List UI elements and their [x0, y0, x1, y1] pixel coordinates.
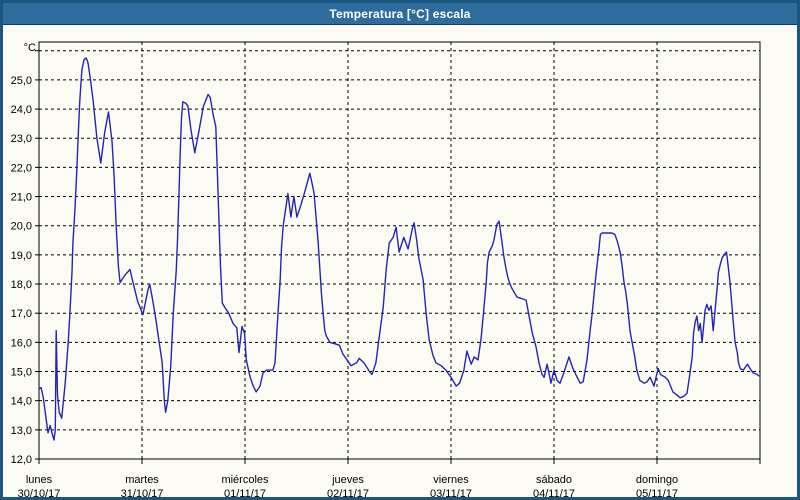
y-tick-label: 12,0	[11, 454, 32, 466]
day-date-label: 01/11/17	[224, 488, 266, 497]
window-title-bar: Temperatura [°C] escala	[3, 3, 797, 25]
day-date-label: 04/11/17	[533, 488, 575, 497]
y-tick-label: 23,0	[11, 133, 32, 145]
day-name-label: martes	[125, 474, 159, 486]
day-name-label: lunes	[26, 474, 53, 486]
day-date-label: 05/11/17	[636, 488, 678, 497]
day-date-label: 31/10/17	[121, 488, 164, 497]
y-tick-label: 14,0	[11, 396, 32, 408]
y-unit-label: °C	[24, 42, 36, 54]
y-tick-label: 25,0	[11, 75, 32, 87]
day-name-label: jueves	[331, 474, 364, 486]
window-title: Temperatura [°C] escala	[329, 6, 471, 21]
series-temperatura	[38, 57, 760, 441]
day-name-label: sábado	[536, 474, 572, 486]
axis-labels: 12,0 13,0 14,0 15,0 16,0 17,0 18,0 19,0 20,0 21,0…	[11, 42, 679, 497]
day-date-label: 03/11/17	[430, 488, 472, 497]
y-tick-label: 18,0	[11, 279, 32, 291]
chart-area: 12,0 13,0 14,0 15,0 16,0 17,0 18,0 19,0 20,0 21,0…	[3, 25, 797, 497]
day-name-label: miércoles	[221, 474, 269, 486]
y-tick-label: 16,0	[11, 337, 32, 349]
day-date-label: 02/11/17	[327, 488, 369, 497]
day-name-label: domingo	[636, 474, 678, 486]
y-tick-label: 13,0	[11, 425, 32, 437]
temperature-line	[38, 57, 760, 441]
y-tick-label: 24,0	[11, 104, 32, 116]
day-date-label: 30/10/17	[18, 488, 61, 497]
gridlines	[39, 42, 760, 460]
axes	[35, 41, 761, 464]
chart-svg: 12,0 13,0 14,0 15,0 16,0 17,0 18,0 19,0 20,0 21,0…	[11, 41, 761, 497]
y-tick-label: 21,0	[11, 192, 32, 204]
y-tick-label: 22,0	[11, 162, 32, 174]
day-name-label: viernes	[433, 474, 469, 486]
plot-border	[38, 41, 761, 460]
y-tick-label: 19,0	[11, 250, 32, 262]
y-tick-label: 17,0	[11, 308, 32, 320]
y-tick-label: 20,0	[11, 221, 32, 233]
y-tick-label: 15,0	[11, 367, 32, 379]
